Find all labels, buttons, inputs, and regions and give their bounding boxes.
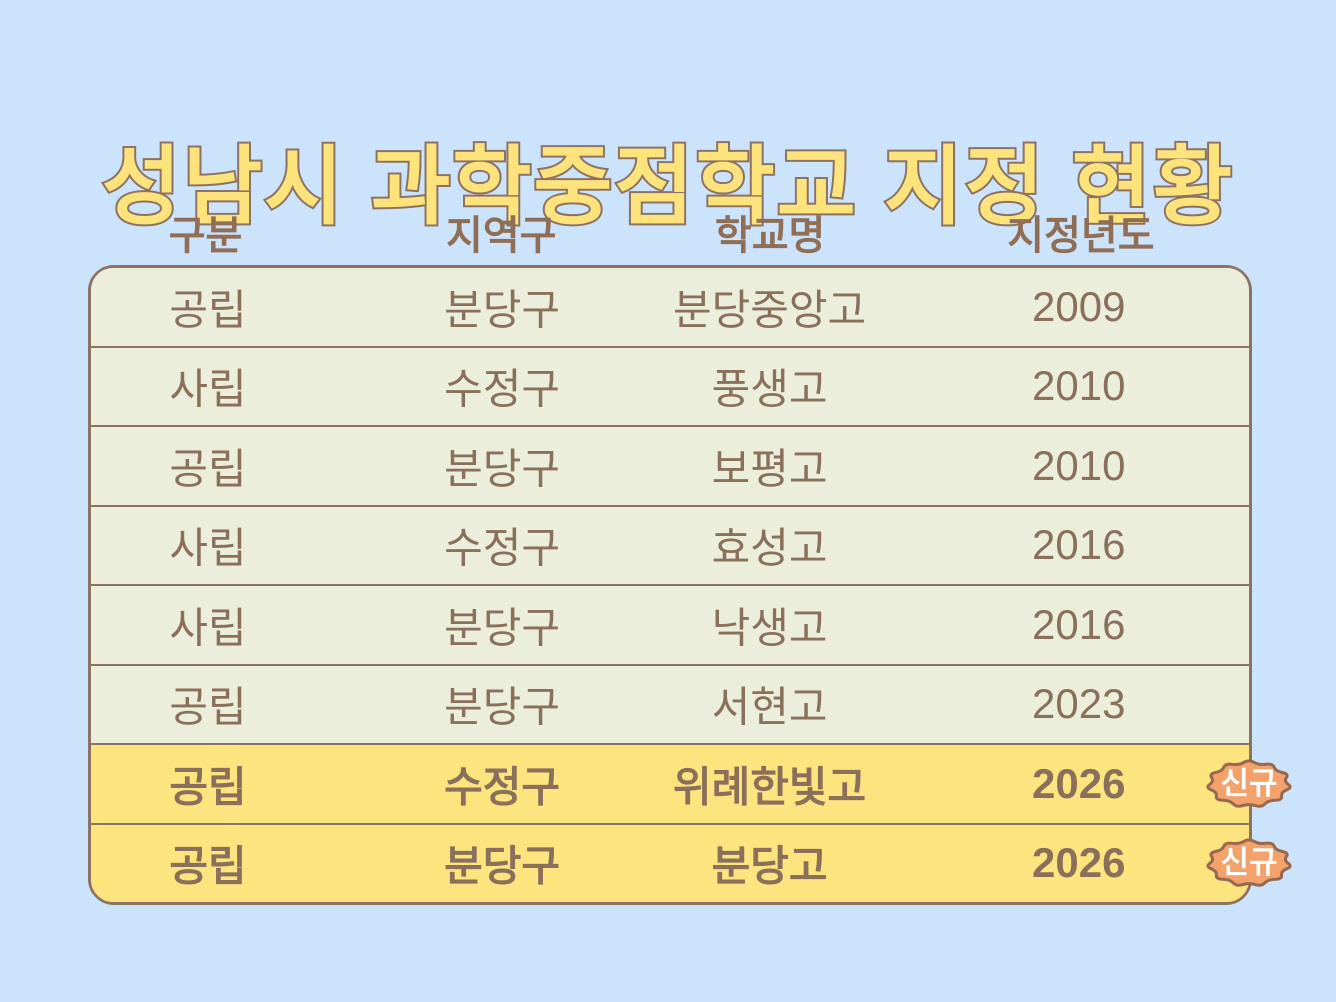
cell-year: 2010 [1032, 362, 1126, 410]
column-header-year: 지정년도 [1007, 214, 1155, 258]
column-header-district: 지역구 [446, 214, 557, 258]
column-header-type: 구분 [168, 214, 243, 258]
cell-district: 분당구 [444, 445, 561, 493]
new-badge-shape [1206, 838, 1292, 888]
table-row: 공립 분당구 서현고 2023 [91, 663, 1249, 743]
cell-year: 2009 [1032, 282, 1126, 330]
cell-district: 수정구 [444, 365, 561, 413]
table-row: 공립 분당구 분당중앙고 2009 [91, 268, 1249, 346]
cell-school: 분당고 [711, 842, 828, 890]
cell-year: 2010 [1032, 441, 1126, 489]
schools-table: 공립 분당구 분당중앙고 2009 사립 수정구 풍생고 2010 공립 분당구 보평고 2010 사립… [88, 265, 1292, 905]
cell-year: 2023 [1032, 680, 1126, 728]
new-badge-shape [1206, 759, 1292, 808]
cell-type: 사립 [169, 524, 247, 572]
cell-school: 효성고 [711, 524, 828, 572]
cell-year: 2016 [1032, 600, 1126, 648]
cell-district: 분당구 [444, 286, 561, 334]
cell-type: 공립 [169, 683, 247, 731]
new-badge: 신규 [1206, 838, 1292, 888]
cell-year: 2026 [1032, 839, 1126, 887]
cell-type: 공립 [169, 842, 247, 890]
cell-school: 위례한빛고 [672, 763, 867, 811]
cell-type: 사립 [169, 604, 247, 652]
table-row: 사립 수정구 효성고 2016 [91, 504, 1249, 584]
new-badge: 신규 [1206, 759, 1292, 808]
cell-school: 보평고 [711, 445, 828, 493]
cell-school: 낙생고 [711, 604, 828, 652]
column-header-school: 학교명 [714, 214, 826, 258]
table-header-row: 구분 지역구 학교명 지정년도 [88, 203, 1252, 261]
cell-type: 사립 [169, 365, 247, 413]
new-badge-label: 신규 [1220, 766, 1277, 801]
cell-district: 수정구 [444, 524, 561, 572]
cell-school: 풍생고 [711, 365, 828, 413]
cell-type: 공립 [169, 763, 247, 811]
cell-district: 분당구 [444, 683, 561, 731]
cell-type: 공립 [169, 286, 247, 334]
cell-district: 수정구 [444, 763, 561, 811]
cell-school: 분당중앙고 [672, 286, 867, 334]
cell-school: 서현고 [711, 683, 828, 731]
table-row: 사립 분당구 낙생고 2016 [91, 584, 1249, 664]
table-row: 사립 수정구 풍생고 2010 [91, 345, 1249, 425]
cell-year: 2016 [1032, 521, 1126, 569]
page-title: 성남시 과학중점학교 지정 현황 [100, 137, 1235, 237]
table-row: 공립 분당구 분당고 2026 신규 [91, 822, 1292, 902]
table-row: 공립 수정구 위례한빛고 2026 신규 [91, 743, 1292, 823]
cell-district: 분당구 [444, 842, 561, 890]
table-row: 공립 분당구 보평고 2010 [91, 425, 1249, 505]
cell-year: 2026 [1032, 759, 1126, 807]
cell-district: 분당구 [444, 604, 561, 652]
cell-type: 공립 [169, 445, 247, 493]
new-badge-label: 신규 [1220, 845, 1277, 880]
